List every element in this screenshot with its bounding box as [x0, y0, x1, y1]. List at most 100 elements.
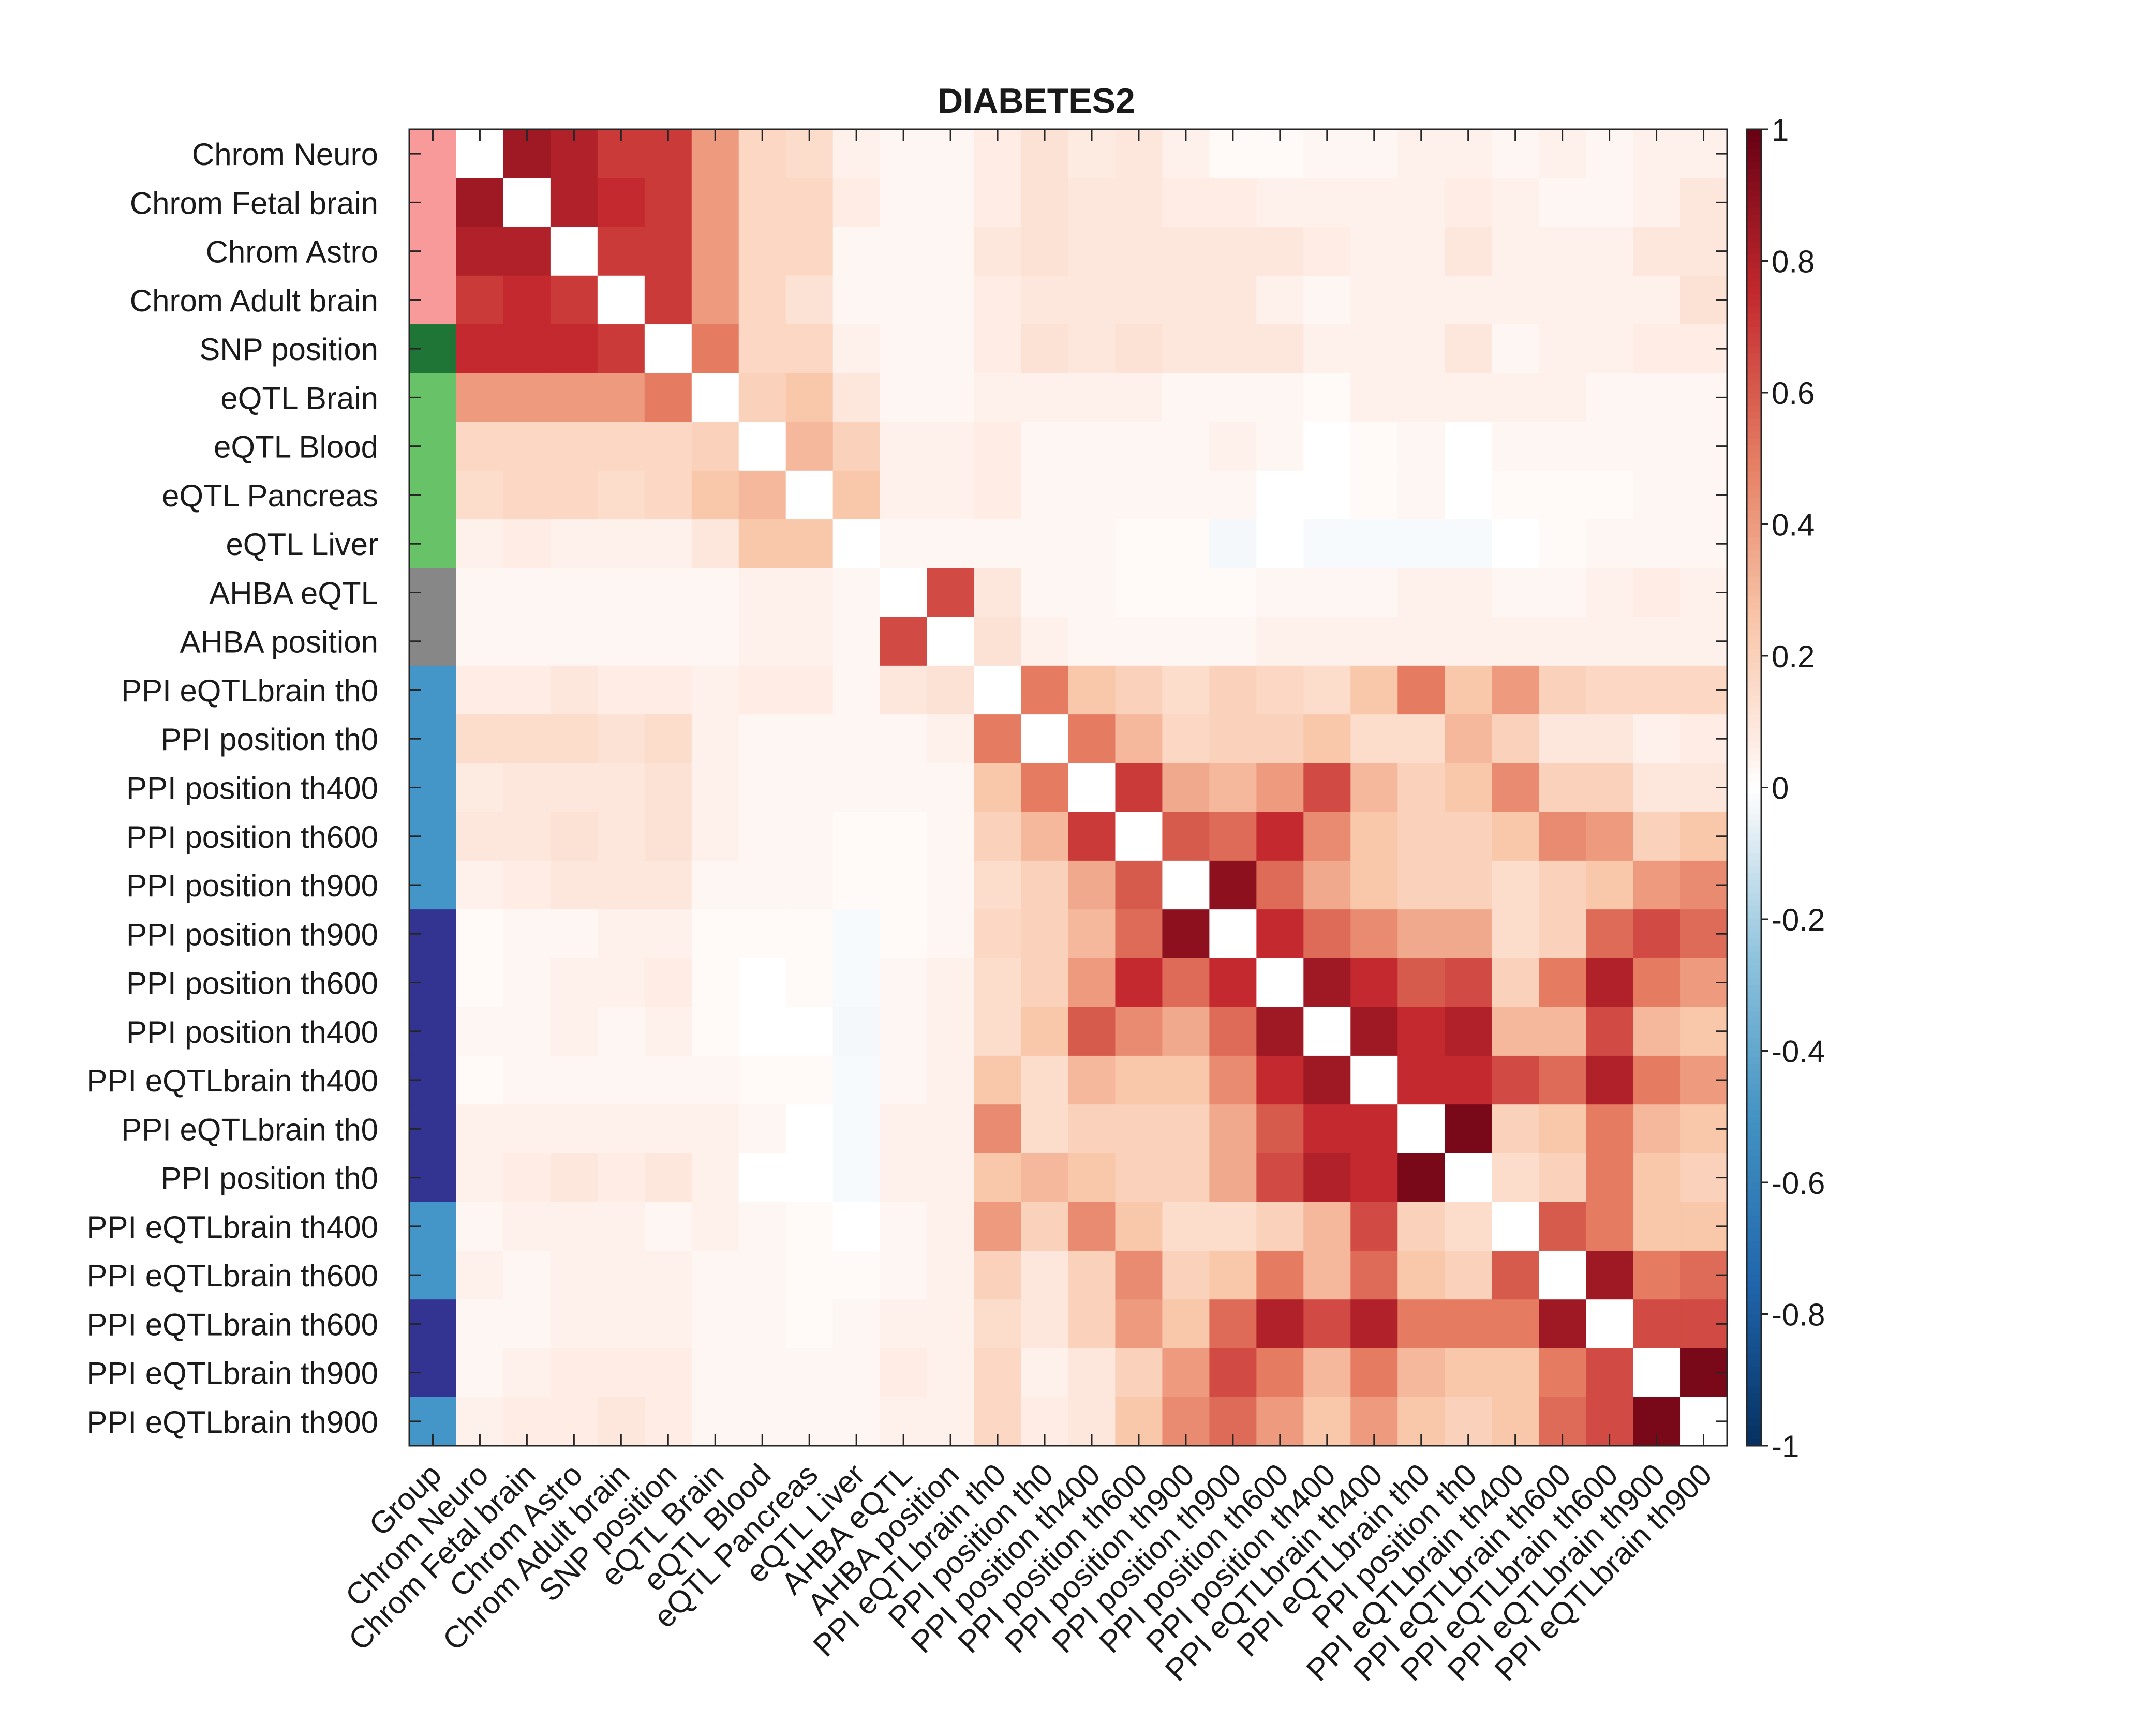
colorbar-segment: [1747, 886, 1761, 893]
heatmap-cell: [1586, 1348, 1633, 1398]
colorbar-segment: [1747, 359, 1761, 367]
heatmap-cell: [1350, 860, 1398, 910]
heatmap-cell: [644, 519, 692, 568]
heatmap-cell: [503, 1104, 551, 1154]
heatmap-cell: [1445, 178, 1492, 228]
colorbar-segment: [1747, 294, 1761, 301]
colorbar-segment: [1747, 129, 1761, 137]
heatmap-cell: [456, 1007, 504, 1056]
colorbar-segment: [1747, 570, 1761, 578]
colorbar-segment: [1747, 688, 1761, 696]
colorbar-segment: [1747, 1281, 1761, 1288]
colorbar-segment: [1747, 1189, 1761, 1196]
heatmap-cell: [1492, 275, 1539, 325]
heatmap-cell: [832, 178, 881, 228]
heatmap-cell: [503, 470, 551, 520]
colorbar-segment: [1747, 1215, 1761, 1223]
colorbar-segment: [1747, 300, 1761, 308]
heatmap-cell: [927, 519, 975, 568]
colorbar-segment: [1747, 1162, 1761, 1170]
heatmap-cell: [785, 1250, 834, 1300]
heatmap-cell: [1256, 909, 1304, 959]
colorbar-segment: [1747, 662, 1761, 670]
colorbar-segment: [1747, 1241, 1761, 1249]
heatmap-cell: [644, 1104, 692, 1154]
heatmap-cell: [550, 958, 598, 1008]
heatmap-cell: [597, 1348, 645, 1398]
colorbar-segment: [1747, 1353, 1761, 1361]
heatmap-cell: [456, 470, 504, 520]
heatmap-cell: [1068, 422, 1116, 471]
heatmap-cell: [785, 422, 834, 471]
y-tick-label: eQTL Pancreas: [162, 478, 378, 513]
heatmap-cell: [597, 324, 645, 373]
heatmap-cell: [1350, 422, 1398, 471]
heatmap-cell: [456, 860, 504, 910]
colorbar-segment: [1747, 498, 1761, 505]
heatmap-cell: [880, 1104, 928, 1154]
heatmap-cell: [1539, 227, 1586, 276]
heatmap-cell: [1209, 860, 1257, 910]
heatmap-cell: [974, 1055, 1022, 1105]
heatmap-cell: [1350, 617, 1398, 666]
heatmap-cell: [597, 1250, 645, 1300]
heatmap-cell: [1539, 1299, 1586, 1349]
heatmap-cell: [880, 568, 928, 618]
colorbar-segment: [1747, 642, 1761, 650]
heatmap-cell: [1162, 1202, 1210, 1251]
heatmap-cell: [1021, 860, 1069, 910]
heatmap-cell: [785, 568, 834, 618]
y-tick-label: Chrom Adult brain: [130, 283, 378, 318]
heatmap-cell: [1068, 1153, 1116, 1203]
heatmap-cell: [1162, 227, 1210, 276]
colorbar-tick-label: 0.8: [1772, 245, 1815, 279]
heatmap-cell: [1256, 227, 1304, 276]
heatmap-cell: [1021, 763, 1069, 813]
heatmap-cell: [1397, 568, 1445, 618]
colorbar-segment: [1747, 1301, 1761, 1308]
colorbar-segment: [1747, 1011, 1761, 1018]
heatmap-cell: [597, 519, 645, 568]
heatmap-cell: [1162, 1104, 1210, 1154]
heatmap-cell: [644, 178, 692, 228]
heatmap-cell: [738, 178, 786, 228]
heatmap-cell: [832, 1153, 881, 1203]
heatmap-cell: [1256, 1007, 1304, 1056]
heatmap-cell: [691, 714, 739, 763]
colorbar-segment: [1747, 833, 1761, 841]
heatmap-cell: [1209, 1007, 1257, 1056]
heatmap-cell: [974, 958, 1022, 1008]
heatmap-cell: [880, 1055, 928, 1105]
heatmap-cell: [597, 1104, 645, 1154]
heatmap-cell: [1633, 860, 1681, 910]
heatmap-cell: [597, 1007, 645, 1056]
heatmap-cell: [1445, 860, 1492, 910]
heatmap-cell: [644, 860, 692, 910]
heatmap-cell: [644, 812, 692, 861]
colorbar-segment: [1747, 201, 1761, 209]
heatmap-cell: [1492, 812, 1539, 861]
heatmap-cell: [1162, 470, 1210, 520]
heatmap-cell: [1068, 1202, 1116, 1251]
heatmap-cell: [691, 763, 739, 813]
heatmap-cell: [691, 909, 739, 959]
colorbar-segment: [1747, 1143, 1761, 1150]
heatmap-cell: [1350, 1250, 1398, 1300]
heatmap-cell: [1021, 470, 1069, 520]
heatmap-cell: [1539, 714, 1586, 763]
colorbar-segment: [1747, 1321, 1761, 1328]
heatmap-cell: [1115, 470, 1163, 520]
chart-title: DIABETES2: [938, 81, 1135, 121]
colorbar-segment: [1747, 261, 1761, 268]
colorbar-segment: [1747, 1070, 1761, 1078]
colorbar-segment: [1747, 656, 1761, 663]
heatmap-cell: [644, 1299, 692, 1349]
heatmap-cell: [974, 763, 1022, 813]
heatmap-cell: [1256, 1250, 1304, 1300]
colorbar-segment: [1747, 702, 1761, 709]
colorbar-segment: [1747, 418, 1761, 426]
heatmap-cell: [550, 812, 598, 861]
heatmap-cell: [1539, 665, 1586, 715]
heatmap-cell: [1350, 909, 1398, 959]
heatmap-cell: [597, 860, 645, 910]
